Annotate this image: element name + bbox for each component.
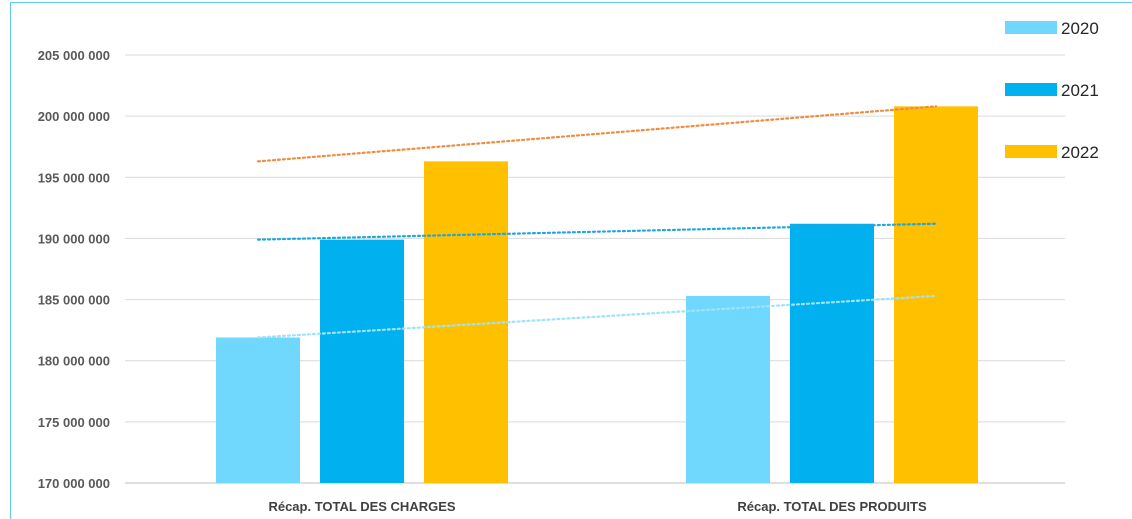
legend-label-2022: 2022 [1061,143,1099,162]
x-category-label: Récap. TOTAL DES CHARGES [268,499,455,514]
trendline-2022 [256,105,938,163]
legend-swatch-2020 [1005,21,1057,34]
trendline-2021 [256,222,938,241]
legend-label-2020: 2020 [1061,19,1099,38]
y-tick-label: 205 000 000 [38,48,110,63]
trendline-2020 [256,294,938,339]
bar-2022-charges [424,161,508,484]
y-tick-label: 200 000 000 [38,109,110,124]
y-tick-label: 175 000 000 [38,415,110,430]
y-tick-label: 185 000 000 [38,293,110,308]
y-tick-label: 170 000 000 [38,476,110,491]
y-tick-label: 180 000 000 [38,354,110,369]
bar-2021-produits [790,223,874,484]
legend-swatch-2022 [1005,145,1057,158]
legend-swatch-2021 [1005,83,1057,96]
bar-2020-charges [216,337,300,483]
x-category-label: Récap. TOTAL DES PRODUITS [737,499,927,514]
bar-2020-produits [686,295,770,483]
chart-frame [10,2,1132,519]
y-tick-label: 190 000 000 [38,231,110,246]
bar-2022-produits [894,106,978,484]
legend-label-2021: 2021 [1061,81,1099,100]
y-tick-label: 195 000 000 [38,170,110,185]
bar-2021-charges [320,239,404,483]
